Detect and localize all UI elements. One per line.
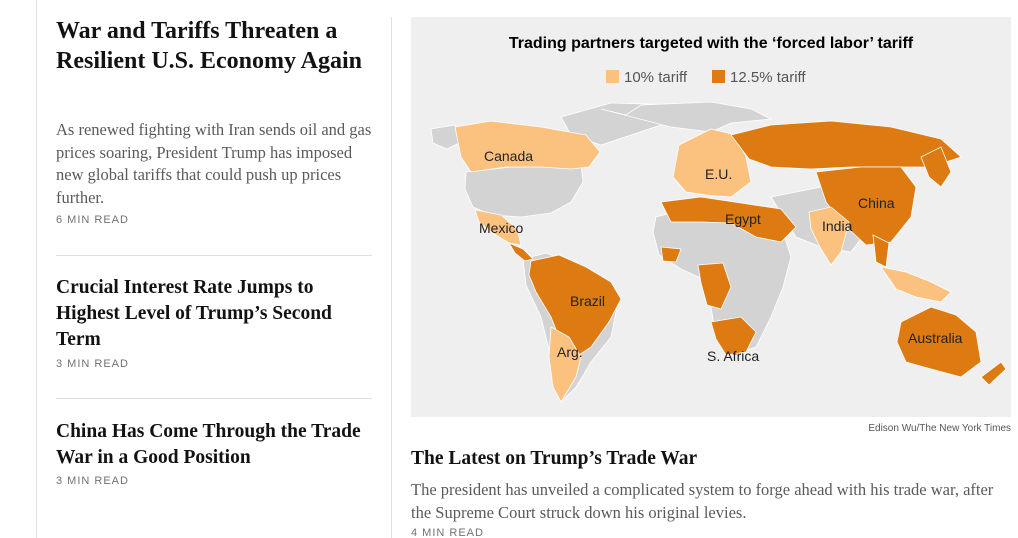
legend-swatch xyxy=(712,70,725,83)
country-label: E.U. xyxy=(705,166,732,182)
country-label: China xyxy=(858,195,895,211)
column-divider xyxy=(391,17,392,538)
map-shape xyxy=(528,254,622,358)
summary: As renewed fighting with Iran sends oil … xyxy=(56,120,372,207)
country-label: Egypt xyxy=(725,211,761,227)
map-shape xyxy=(430,124,462,150)
summary: The president has unveiled a complicated… xyxy=(411,480,994,522)
map-shape xyxy=(872,234,890,268)
headline[interactable]: War and Tariffs Threaten a Resilient U.S… xyxy=(56,18,363,74)
divider xyxy=(56,398,372,399)
headline[interactable]: The Latest on Trump’s Trade War xyxy=(411,448,698,469)
country-label: Mexico xyxy=(479,220,524,236)
divider xyxy=(56,255,372,256)
map-shape xyxy=(880,266,952,303)
map-shape xyxy=(672,128,752,198)
map-shape xyxy=(508,242,534,262)
map-shape xyxy=(896,306,982,378)
headline[interactable]: Crucial Interest Rate Jumps to Highest L… xyxy=(56,277,332,350)
country-label: Arg. xyxy=(557,344,583,360)
map-shape xyxy=(454,120,601,173)
map-title: Trading partners targeted with the ‘forc… xyxy=(509,35,914,52)
map[interactable]: Trading partners targeted with the ‘forc… xyxy=(411,17,1011,417)
read-time: 3 MIN READ xyxy=(56,475,129,487)
map-shape xyxy=(660,196,797,243)
read-time: 6 MIN READ xyxy=(56,214,129,226)
legend-label: 10% tariff xyxy=(624,69,688,86)
map-shape xyxy=(697,262,732,310)
map-shape xyxy=(710,316,757,356)
read-time: 3 MIN READ xyxy=(56,358,129,370)
map-shape xyxy=(920,146,952,188)
legend-label: 12.5% tariff xyxy=(730,69,806,86)
left-border xyxy=(36,0,37,538)
map-shape xyxy=(600,101,773,133)
read-time: 4 MIN READ xyxy=(411,527,484,538)
country-label: Brazil xyxy=(570,293,605,309)
country-label: S. Africa xyxy=(707,348,759,364)
map-shape xyxy=(660,246,682,263)
map-shape xyxy=(808,206,850,266)
headline[interactable]: China Has Come Through the Trade War in … xyxy=(56,421,361,468)
tariff-regions xyxy=(454,120,1007,403)
map-shape xyxy=(980,361,1007,386)
country-label: Australia xyxy=(908,330,963,346)
legend-swatch xyxy=(606,70,619,83)
map-credit: Edison Wu/The New York Times xyxy=(868,423,1011,434)
map-shape xyxy=(474,209,522,246)
country-label: Canada xyxy=(484,148,533,164)
country-label: India xyxy=(822,218,853,234)
map-shape xyxy=(548,326,582,403)
